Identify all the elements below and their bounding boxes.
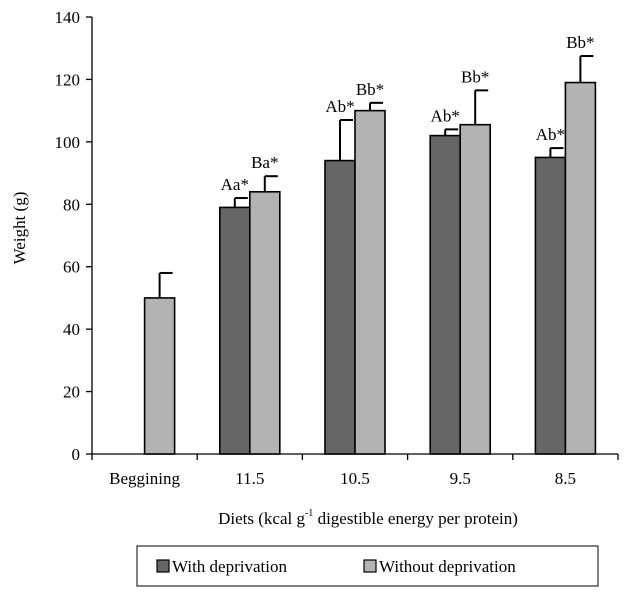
x-tick-label: Beggining bbox=[109, 469, 180, 488]
bar-without-deprivation bbox=[143, 297, 176, 455]
bar-annotation: Bb* bbox=[356, 80, 384, 99]
legend-frame bbox=[136, 545, 599, 587]
x-tick-label: 11.5 bbox=[235, 469, 264, 488]
y-tick-label: 40 bbox=[63, 320, 80, 339]
bar-annotation: Ab* bbox=[325, 97, 354, 116]
legend-swatch-with-deprivation bbox=[156, 559, 170, 573]
y-tick-label: 20 bbox=[63, 383, 80, 402]
x-tick-label: 8.5 bbox=[555, 469, 576, 488]
bar-labels: Aa* Ab* Ab* Ab* Ba* Bb* Bb* Bb* bbox=[221, 33, 595, 194]
bar-annotation: Ab* bbox=[536, 125, 565, 144]
x-axis-title: Diets (kcal g-1 digestible energy per pr… bbox=[218, 508, 518, 528]
legend: With deprivation Without deprivation bbox=[136, 545, 599, 587]
bar-annotation: Ab* bbox=[431, 106, 460, 125]
bar-annotation: Aa* bbox=[221, 175, 249, 194]
bar-with-deprivation bbox=[324, 159, 356, 455]
y-tick-label: 100 bbox=[55, 133, 81, 152]
y-tick-label: 60 bbox=[63, 258, 80, 277]
y-tick-label: 120 bbox=[55, 70, 81, 89]
legend-label-without-deprivation: Without deprivation bbox=[379, 557, 516, 576]
bar-with-deprivation bbox=[534, 156, 567, 455]
bar-with-deprivation bbox=[429, 134, 462, 455]
bar-annotation: Bb* bbox=[566, 33, 594, 52]
bar-with-deprivation bbox=[219, 206, 251, 455]
y-axis-title: Weight (g) bbox=[10, 192, 29, 265]
bars bbox=[143, 55, 597, 455]
x-tick-label: 10.5 bbox=[340, 469, 370, 488]
y-tick-label: 140 bbox=[55, 8, 81, 27]
bar-annotation: Bb* bbox=[461, 67, 489, 86]
bar-without-deprivation bbox=[459, 123, 492, 455]
legend-label-with-deprivation: With deprivation bbox=[172, 557, 287, 576]
y-tick-label: 0 bbox=[72, 445, 81, 464]
bar-without-deprivation bbox=[564, 81, 597, 455]
y-tick-label: 80 bbox=[63, 195, 80, 214]
bar-without-deprivation bbox=[354, 109, 386, 455]
axes: 0 20 40 60 80 100 120 140 Beggining 11.5 10.5 9.5 8.… bbox=[55, 8, 619, 488]
bar-annotation: Ba* bbox=[251, 153, 278, 172]
legend-swatch-without-deprivation bbox=[363, 559, 377, 573]
bar-without-deprivation bbox=[249, 191, 281, 455]
x-tick-label: 9.5 bbox=[450, 469, 471, 488]
